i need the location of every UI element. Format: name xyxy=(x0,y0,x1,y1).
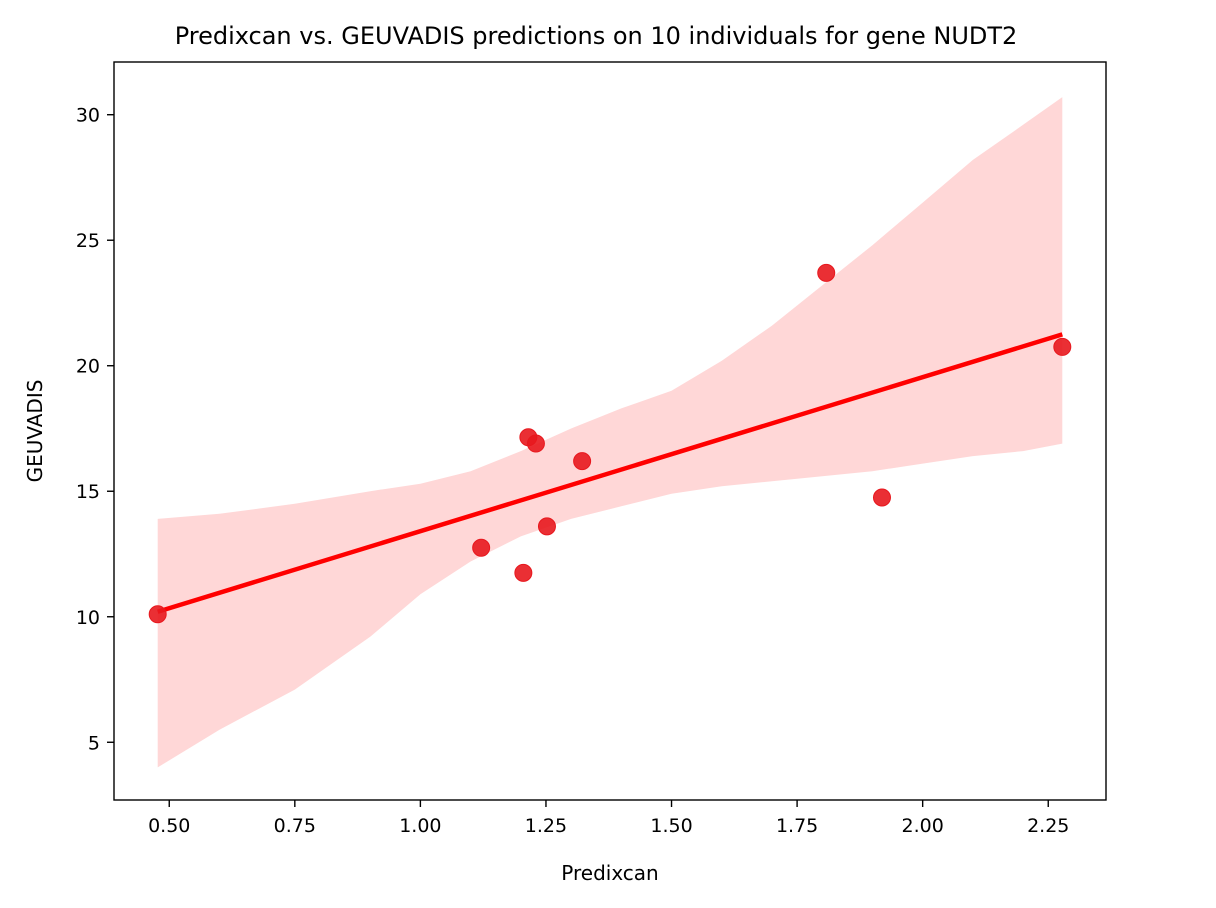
x-tick-label: 0.50 xyxy=(148,815,190,837)
data-point xyxy=(1053,337,1072,356)
x-axis-ticks: 0.50 0.75 1.00 1.25 1.50 1.75 2.00 2.25 xyxy=(148,800,1069,837)
y-tick-label: 25 xyxy=(76,230,100,252)
x-tick-label: 1.50 xyxy=(650,815,692,837)
y-tick-label: 15 xyxy=(76,481,100,503)
plot-frame xyxy=(113,61,1107,801)
data-point xyxy=(817,263,836,282)
y-tick-label: 30 xyxy=(76,105,100,127)
confidence-band-layer xyxy=(157,97,1063,768)
x-tick-label: 2.00 xyxy=(902,815,944,837)
data-points-layer xyxy=(148,263,1072,624)
data-point xyxy=(872,488,891,507)
regression-line xyxy=(157,332,1063,614)
x-tick-label: 1.75 xyxy=(776,815,818,837)
x-tick-label: 1.25 xyxy=(525,815,567,837)
x-tick-label: 0.75 xyxy=(274,815,316,837)
data-point xyxy=(573,452,592,471)
y-axis-label: GEUVADIS xyxy=(23,380,47,483)
data-point xyxy=(514,563,533,582)
data-point xyxy=(537,517,556,536)
data-point xyxy=(148,605,167,624)
regression-line-layer xyxy=(157,332,1063,614)
y-tick-label: 10 xyxy=(76,607,100,629)
x-axis-label: Predixcan xyxy=(561,861,658,885)
y-tick-label: 20 xyxy=(76,356,100,378)
y-axis-ticks: 5 10 15 20 25 30 xyxy=(76,105,114,754)
chart-title: Predixcan vs. GEUVADIS predictions on 10… xyxy=(175,22,1018,50)
x-tick-label: 1.00 xyxy=(399,815,441,837)
y-tick-label: 5 xyxy=(88,732,100,754)
x-tick-label: 2.25 xyxy=(1027,815,1069,837)
data-point xyxy=(526,434,545,453)
data-point xyxy=(472,538,491,557)
confidence-band xyxy=(157,97,1063,768)
